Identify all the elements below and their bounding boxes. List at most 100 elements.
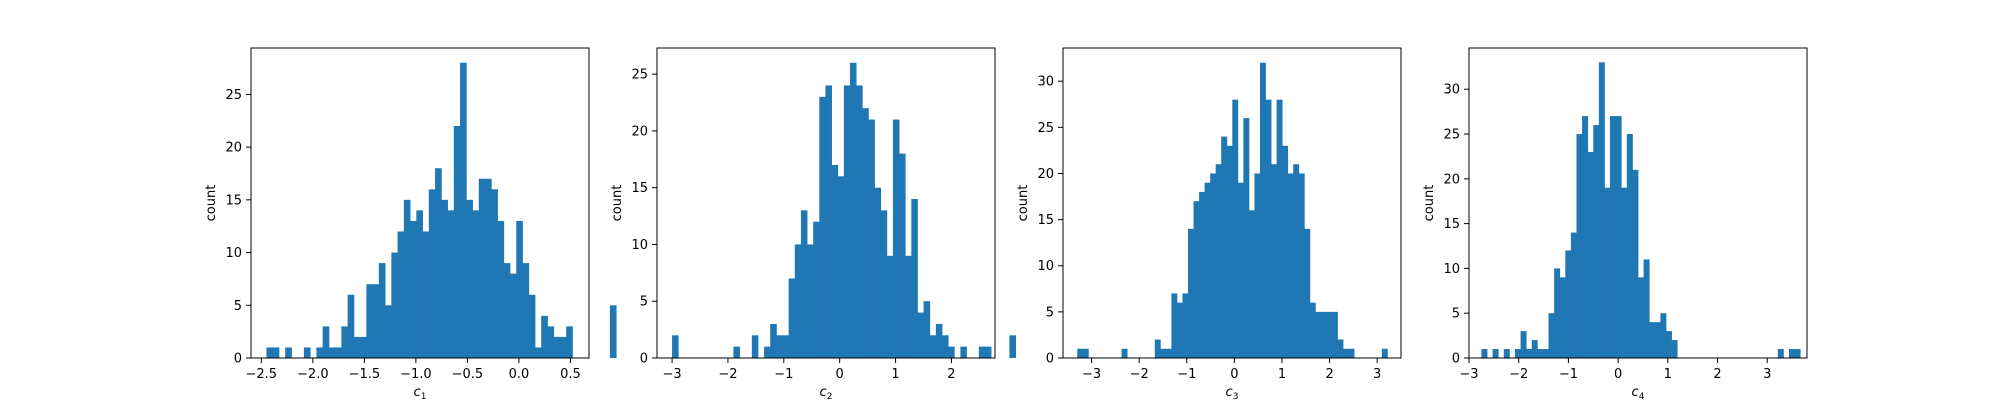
histogram-bar xyxy=(1381,348,1388,358)
histogram-bar xyxy=(1232,99,1239,359)
histogram-bar xyxy=(807,244,814,358)
histogram-bar xyxy=(1293,164,1300,358)
histogram-bar xyxy=(1582,116,1589,358)
x-axis-label-main: c xyxy=(1226,385,1233,400)
histogram-bar xyxy=(372,284,380,358)
histogram-bar xyxy=(911,199,918,358)
histogram-bar xyxy=(1654,322,1661,358)
y-tick-label: 5 xyxy=(640,295,648,310)
x-tick-label: −0.5 xyxy=(452,367,484,382)
histogram-bar xyxy=(1188,228,1194,358)
histogram-bar xyxy=(422,231,430,358)
x-axis-label-subscript: 1 xyxy=(421,392,427,400)
histogram-bar xyxy=(672,335,679,358)
x-axis-label: c1 xyxy=(414,385,427,400)
y-tick-label: 0 xyxy=(640,352,648,367)
y-tick-label: 20 xyxy=(225,141,242,156)
y-axis-label: count xyxy=(610,185,625,222)
histogram-bar xyxy=(1282,145,1289,358)
histogram-bar xyxy=(1243,118,1250,358)
histogram-bar xyxy=(553,336,561,358)
histogram-bar xyxy=(1337,339,1344,358)
x-axis-label-main: c xyxy=(414,385,421,400)
histogram-bar xyxy=(751,335,759,358)
histogram-bar xyxy=(1165,348,1172,358)
histogram-bar xyxy=(935,323,943,358)
histogram-bar xyxy=(1221,136,1228,358)
histogram-bar xyxy=(410,220,417,358)
y-tick-label: 15 xyxy=(631,181,648,196)
histogram-bar xyxy=(497,220,505,358)
histogram-bar xyxy=(1326,311,1333,358)
x-tick-label: 0 xyxy=(1614,367,1622,382)
histogram-bar xyxy=(322,326,330,358)
x-axis-label: c2 xyxy=(820,385,833,400)
x-tick-label: −3 xyxy=(662,367,681,382)
x-axis-label-main: c xyxy=(1632,385,1639,400)
histogram-bar xyxy=(328,347,336,358)
histogram-bar xyxy=(1548,313,1555,358)
x-tick-label: 2 xyxy=(1713,367,1721,382)
histogram-bar xyxy=(441,199,448,358)
histogram-bar xyxy=(1121,348,1128,358)
histogram-bar xyxy=(1615,116,1622,358)
histogram-bar xyxy=(453,126,461,358)
histogram-bar xyxy=(266,347,274,358)
y-axis-label: count xyxy=(1016,185,1031,222)
x-axis-label: c4 xyxy=(1632,385,1645,400)
histogram-bar xyxy=(1309,302,1316,358)
y-tick-label: 0 xyxy=(1452,352,1460,367)
x-axis-label-main: c xyxy=(820,385,827,400)
histogram-bar xyxy=(1492,349,1499,358)
histogram-bar xyxy=(1777,349,1784,358)
histogram-bar xyxy=(1537,349,1544,358)
histogram-bar xyxy=(862,108,869,358)
histogram-bar xyxy=(478,178,486,358)
histogram-bar xyxy=(843,85,851,358)
y-tick-label: 0 xyxy=(1046,352,1054,367)
histogram-bar xyxy=(1520,331,1527,358)
y-tick-label: 25 xyxy=(631,68,648,83)
histogram-bar xyxy=(1660,313,1667,358)
histogram-bar xyxy=(378,263,386,358)
x-tick-label: −2 xyxy=(718,367,737,382)
x-tick-label: 1 xyxy=(891,367,899,382)
histogram-bar xyxy=(566,326,573,358)
histogram-bar xyxy=(1210,173,1217,358)
histogram-bar xyxy=(534,347,542,358)
histogram-bar xyxy=(770,323,777,358)
histogram-bar xyxy=(316,347,324,358)
histogram-bar xyxy=(1271,164,1277,358)
histogram-bar xyxy=(1176,302,1183,358)
y-tick-label: 10 xyxy=(1443,262,1460,277)
histogram-bar xyxy=(1626,134,1633,358)
histogram-bar xyxy=(1593,125,1600,358)
histogram-bar xyxy=(353,336,361,358)
histogram-bar xyxy=(609,305,617,358)
histogram-bar xyxy=(1559,277,1566,358)
histogram-bar xyxy=(1565,250,1572,358)
histogram-bar xyxy=(1514,349,1521,358)
y-tick-label: 20 xyxy=(1443,172,1460,187)
histogram-bar xyxy=(1621,187,1628,358)
x-tick-label: 2 xyxy=(947,367,955,382)
histogram-bar xyxy=(1254,173,1261,358)
histogram-bar xyxy=(1160,348,1167,358)
histogram-bar xyxy=(1199,191,1206,358)
x-tick-label: 1 xyxy=(1664,367,1672,382)
y-tick-label: 25 xyxy=(1037,121,1054,136)
histogram-bar xyxy=(1077,348,1084,358)
histogram-bar xyxy=(559,336,567,358)
histogram-bar xyxy=(1193,201,1200,358)
y-tick-label: 25 xyxy=(1443,128,1460,143)
axes-frame xyxy=(1468,47,1808,359)
histogram-bar xyxy=(1315,311,1322,358)
y-tick-label: 5 xyxy=(234,299,242,314)
x-tick-label: −1 xyxy=(1559,367,1578,382)
y-tick-label: 0 xyxy=(234,352,242,367)
histogram-bar xyxy=(391,252,398,358)
histogram-bar xyxy=(1587,151,1594,358)
histogram-bar xyxy=(948,346,955,358)
